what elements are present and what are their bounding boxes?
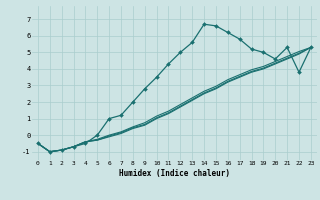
X-axis label: Humidex (Indice chaleur): Humidex (Indice chaleur) (119, 169, 230, 178)
